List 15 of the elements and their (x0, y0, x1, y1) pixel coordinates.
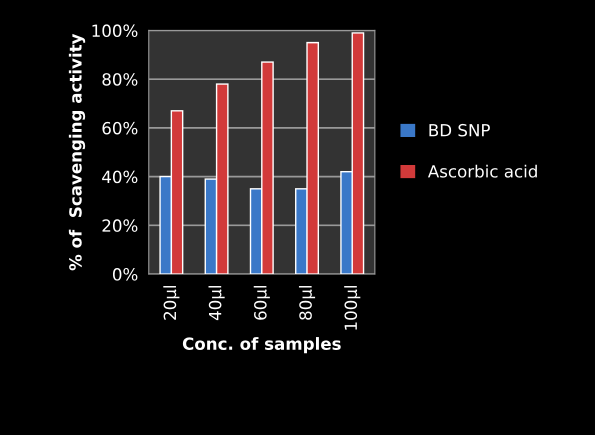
x-tick-label: 100µl (344, 286, 360, 330)
legend-label: Ascorbic acid (428, 164, 537, 178)
y-tick-label: 60% (102, 122, 138, 134)
x-axis-title: Conc. of samples (182, 337, 341, 354)
y-tick-label: 100% (92, 24, 138, 38)
y-axis-title: % of Scavenging activity (68, 34, 86, 270)
y-tick-label: 40% (102, 170, 138, 184)
x-tick-label: 40µl (208, 286, 225, 320)
x-tick-label: 80µl (298, 286, 316, 320)
y-tick-label: 80% (102, 73, 138, 86)
legend-label: BD SNP (429, 124, 490, 137)
y-tick-label: 0% (112, 268, 138, 281)
x-tick-label: 20µl (163, 286, 180, 320)
x-tick-label: 60µl (254, 286, 270, 320)
y-tick-label: 20% (102, 219, 138, 232)
